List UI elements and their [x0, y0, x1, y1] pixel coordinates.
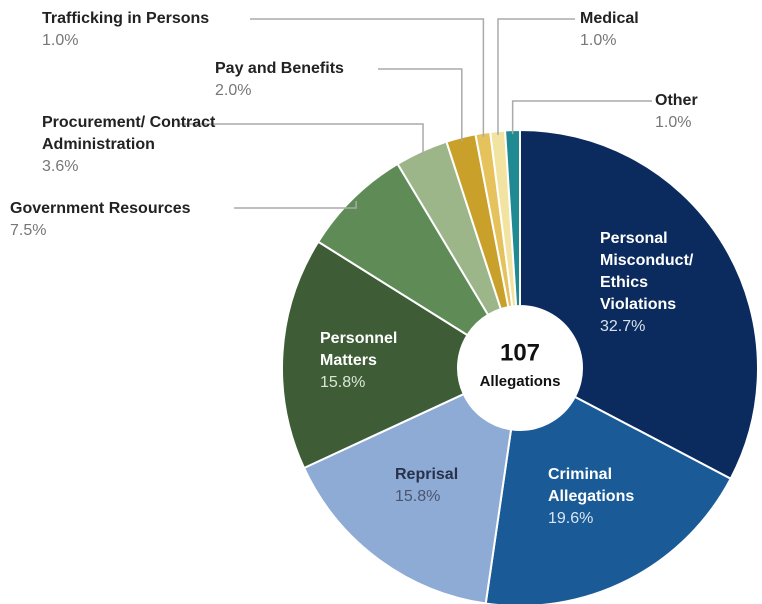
slice-label: Criminal Allegations 19.6% [548, 464, 658, 530]
leader-line [511, 100, 652, 135]
leader-line [178, 123, 424, 156]
category-label: Criminal Allegations [548, 466, 635, 505]
value-label: 3.6% [42, 158, 79, 175]
slice-label: Government Resources 7.5% [10, 198, 240, 242]
category-label: Reprisal [395, 466, 459, 483]
leader-line [250, 18, 485, 137]
center-hole [458, 306, 582, 430]
category-label: Personal Misconduct/ Ethics Violations [600, 230, 694, 313]
category-label: Government Resources [10, 200, 191, 217]
category-label: Personnel Matters [320, 330, 398, 369]
slice-label: Reprisal 15.8% [395, 464, 495, 508]
category-label: Other [655, 92, 698, 109]
value-label: 7.5% [10, 222, 47, 239]
leader-line [497, 18, 575, 136]
category-label: Procurement/ Contract Administration [42, 114, 216, 153]
slice-label: Trafficking in Persons 1.0% [42, 8, 252, 52]
leader-line [378, 68, 463, 142]
value-label: 15.8% [320, 374, 366, 391]
value-label: 1.0% [655, 114, 692, 131]
center-number: 107 [500, 339, 540, 366]
slice-label: Personal Misconduct/ Ethics Violations 32… [600, 228, 715, 338]
value-label: 32.7% [600, 318, 646, 335]
value-label: 1.0% [580, 32, 617, 49]
value-label: 19.6% [548, 510, 594, 527]
slice-label: Medical 1.0% [580, 8, 670, 52]
category-label: Trafficking in Persons [42, 10, 210, 27]
category-label: Medical [580, 10, 639, 27]
value-label: 1.0% [42, 32, 79, 49]
value-label: 15.8% [395, 488, 441, 505]
center-caption: Allegations [480, 373, 561, 390]
slice-label: Procurement/ Contract Administration 3.6% [42, 112, 282, 178]
slice-label: Pay and Benefits 2.0% [215, 58, 385, 102]
slice-label: Personnel Matters 15.8% [320, 328, 430, 394]
leader-line [234, 200, 357, 209]
slice-label: Other 1.0% [655, 90, 735, 134]
value-label: 2.0% [215, 82, 252, 99]
category-label: Pay and Benefits [215, 60, 344, 77]
